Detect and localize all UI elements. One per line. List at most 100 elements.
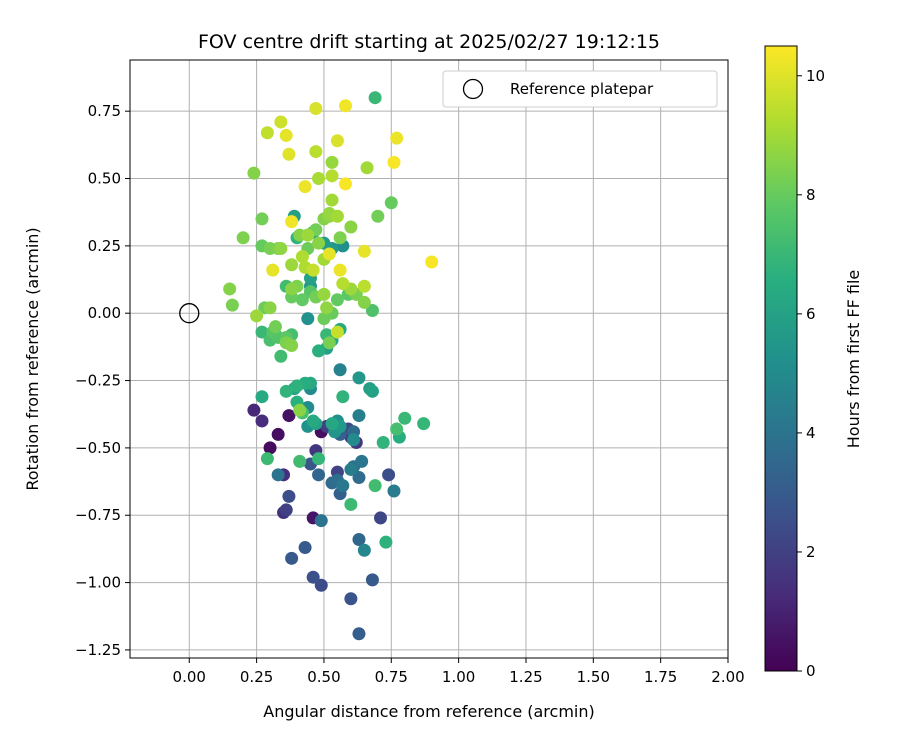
data-point	[344, 220, 358, 234]
data-point	[376, 436, 390, 450]
y-tick-label: −0.50	[75, 439, 121, 457]
data-point	[247, 166, 261, 180]
data-point	[360, 161, 374, 175]
data-point	[268, 320, 282, 334]
data-point	[387, 155, 401, 169]
y-tick-label: 0.50	[88, 170, 121, 188]
data-point	[333, 263, 347, 277]
x-tick-label: 1.50	[577, 668, 610, 686]
colorbar-ticks: 0 2 4 6 8 10	[797, 67, 825, 680]
data-point	[365, 304, 379, 318]
data-point	[333, 231, 347, 245]
data-point	[301, 312, 315, 326]
data-points	[223, 91, 439, 641]
x-tick-label: 0.50	[307, 668, 340, 686]
data-point	[344, 497, 358, 511]
data-point	[306, 570, 320, 584]
data-point	[352, 627, 366, 641]
data-point	[298, 180, 312, 194]
data-point	[314, 578, 328, 592]
data-point	[309, 145, 323, 159]
data-point	[255, 414, 269, 428]
y-tick-label: −0.25	[75, 372, 121, 390]
data-point	[260, 452, 274, 466]
data-point	[312, 172, 326, 186]
data-point	[282, 409, 296, 423]
data-point	[374, 511, 388, 525]
data-point	[330, 325, 344, 339]
data-point	[279, 384, 293, 398]
data-point	[325, 193, 339, 207]
data-point	[338, 177, 352, 191]
data-point	[279, 503, 293, 517]
data-point	[290, 379, 304, 393]
chart-title: FOV centre drift starting at 2025/02/27 …	[198, 31, 660, 53]
grid-lines	[130, 60, 729, 658]
colorbar-tick-label: 2	[806, 543, 816, 561]
data-point	[285, 282, 299, 296]
data-point	[357, 543, 371, 557]
data-point	[312, 468, 326, 482]
data-point	[357, 279, 371, 293]
legend-label: Reference platepar	[510, 80, 654, 98]
x-axis-label: Angular distance from reference (arcmin)	[263, 702, 594, 721]
data-point	[322, 247, 336, 261]
data-point	[338, 99, 352, 113]
data-point	[293, 403, 307, 417]
data-point	[382, 468, 396, 482]
data-point	[379, 535, 393, 549]
data-point	[398, 411, 412, 425]
colorbar-label: Hours from first FF file	[844, 270, 863, 449]
y-axis-label: Rotation from reference (arcmin)	[23, 227, 42, 490]
y-tick-label: 0.75	[88, 102, 121, 120]
y-tick-label: −0.75	[75, 506, 121, 524]
colorbar-tick-label: 10	[806, 67, 825, 85]
data-point	[282, 147, 296, 161]
data-point	[263, 441, 277, 455]
data-point	[384, 196, 398, 210]
data-point	[330, 293, 344, 307]
data-point	[279, 128, 293, 142]
legend-box	[442, 70, 718, 108]
colorbar-tick-label: 0	[806, 662, 816, 680]
data-point	[223, 282, 237, 296]
data-point	[325, 417, 339, 431]
plot-frame	[129, 59, 729, 659]
reference-platepar-marker	[179, 303, 200, 324]
data-point	[344, 462, 358, 476]
y-tick-label: −1.00	[75, 574, 121, 592]
data-point	[390, 131, 404, 145]
data-point	[306, 263, 320, 277]
data-point	[263, 301, 277, 315]
legend: Reference platepar	[442, 70, 718, 108]
data-point	[355, 454, 369, 468]
data-point	[306, 414, 320, 428]
data-point	[352, 371, 366, 385]
x-axis-ticks: 0.00 0.25 0.50 0.75 1.00 1.25 1.50 1.75 2.00	[173, 658, 745, 686]
x-tick-label: 0.25	[240, 668, 273, 686]
data-point	[274, 242, 288, 256]
data-point	[336, 479, 350, 493]
data-point	[365, 573, 379, 587]
data-point	[330, 134, 344, 148]
x-tick-label: 2.00	[711, 668, 744, 686]
data-point	[387, 484, 401, 498]
data-point	[320, 301, 334, 315]
data-point	[255, 390, 269, 404]
data-point	[225, 298, 239, 312]
data-point	[336, 390, 350, 404]
data-point	[352, 409, 366, 423]
data-point	[365, 384, 379, 398]
data-point	[317, 312, 331, 326]
colorbar: 0 2 4 6 8 10 Hours from first FF file	[764, 45, 863, 680]
data-point	[312, 452, 326, 466]
data-point	[295, 250, 309, 264]
data-point	[347, 433, 361, 447]
data-point	[317, 287, 331, 301]
y-tick-label: 0.00	[88, 304, 121, 322]
data-point	[247, 403, 261, 417]
colorbar-tick-label: 8	[806, 186, 816, 204]
data-point	[344, 592, 358, 606]
data-point	[390, 422, 404, 436]
